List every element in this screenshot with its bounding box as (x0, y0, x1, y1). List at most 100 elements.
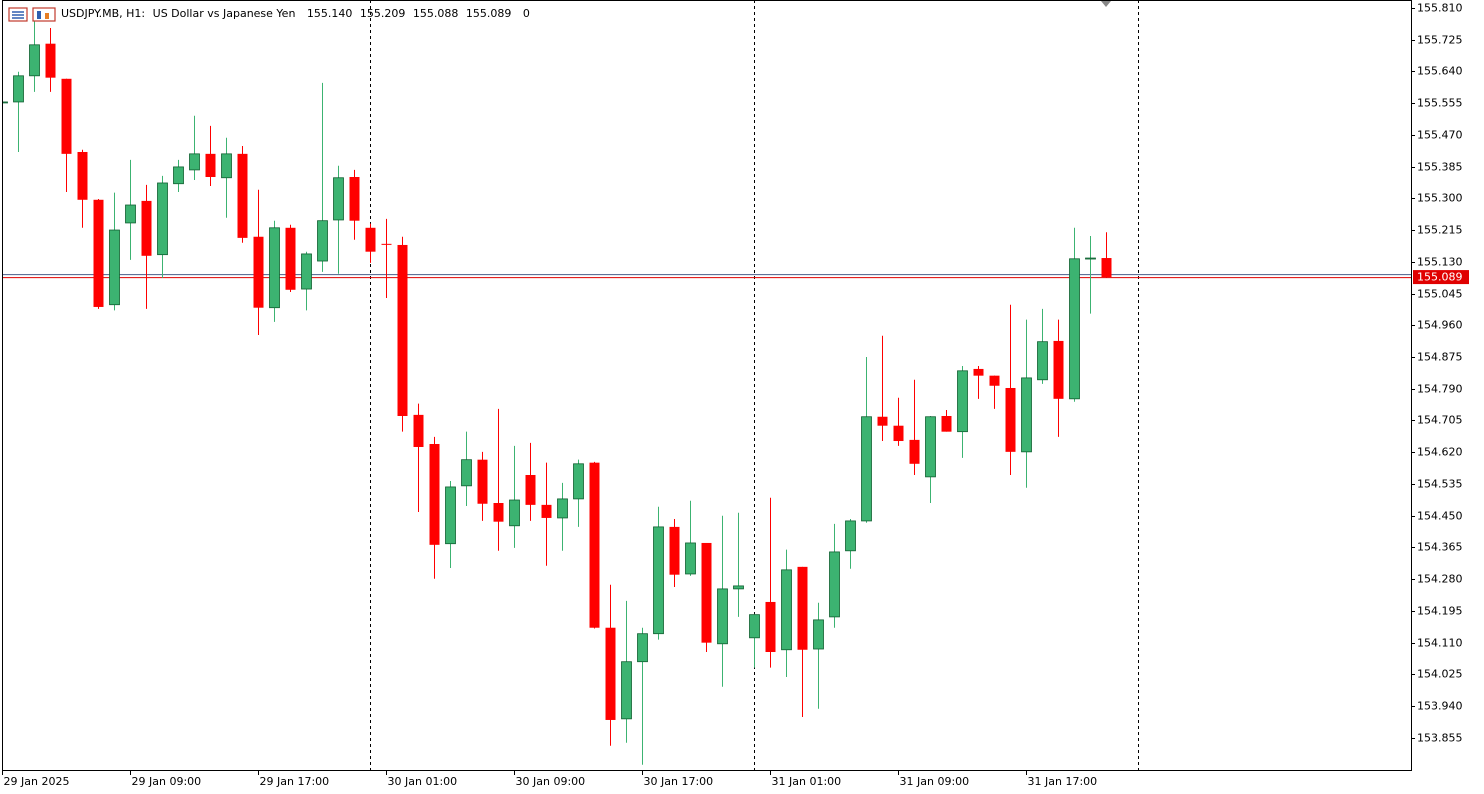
candle-body (829, 551, 840, 618)
symbol: USDJPY.MB, H1: (61, 7, 146, 20)
y-tick-label: 155.300 (1417, 192, 1463, 205)
x-tick-label: 31 Jan 17:00 (1028, 775, 1098, 788)
candle-body (109, 229, 120, 306)
candle-body (781, 569, 792, 651)
candle-body (925, 416, 936, 478)
x-tick-label: 29 Jan 17:00 (260, 775, 330, 788)
candle-body (285, 227, 296, 290)
candle-body (557, 498, 568, 519)
candle-body (893, 425, 904, 442)
candle-body (397, 244, 408, 416)
candle-body (61, 78, 72, 154)
candle-body (189, 153, 200, 171)
y-tick-label: 154.110 (1417, 637, 1463, 650)
y-tick-label: 153.855 (1417, 732, 1463, 745)
candle-body (1037, 341, 1048, 381)
candle-body (173, 166, 184, 185)
y-tick-label: 155.725 (1417, 34, 1463, 47)
candle-body (509, 499, 520, 527)
header-icons (8, 7, 56, 22)
x-tick-label: 30 Jan 17:00 (644, 775, 714, 788)
candle-body (717, 588, 728, 645)
header-high: 155.209 (359, 7, 406, 20)
y-tick-label: 155.640 (1417, 65, 1463, 78)
candle-body (589, 462, 600, 628)
candle-body (493, 503, 504, 522)
y-tick-label: 154.875 (1417, 351, 1463, 364)
header-open: 155.140 (306, 7, 353, 20)
candle-body (157, 182, 168, 256)
y-tick-label: 155.215 (1417, 224, 1463, 237)
candle-body (861, 416, 872, 522)
candle-body (237, 153, 248, 238)
y-tick-label: 154.620 (1417, 446, 1463, 459)
candle-body (141, 200, 152, 256)
y-tick-label: 154.025 (1417, 668, 1463, 681)
candle-body (765, 601, 776, 652)
icon-chart (32, 7, 56, 22)
candle-body (573, 463, 584, 500)
icon-bar (45, 13, 49, 19)
candle-body (685, 542, 696, 575)
candle-body (93, 199, 104, 307)
y-tick-label: 154.960 (1417, 319, 1463, 332)
icon-bar (37, 11, 41, 19)
header-low: 155.088 (412, 7, 459, 20)
y-tick-label: 154.280 (1417, 573, 1463, 586)
candle-body (461, 459, 472, 487)
candle-body (349, 177, 360, 221)
candle-body (269, 227, 280, 309)
plot-frame (2, 0, 1412, 771)
y-tick-label: 155.555 (1417, 97, 1463, 110)
y-tick-label: 154.195 (1417, 605, 1463, 618)
candle-body (813, 619, 824, 650)
candle-body (957, 370, 968, 433)
header-close: 155.089 (465, 7, 512, 20)
candle-body (445, 486, 456, 545)
candle-body (45, 43, 56, 78)
candle-body (1101, 258, 1112, 278)
y-tick-label: 154.705 (1417, 414, 1463, 427)
chart-header: USDJPY.MB, H1: US Dollar vs Japanese Yen… (61, 7, 534, 20)
candle-body (877, 416, 888, 426)
y-tick-label: 155.130 (1417, 256, 1463, 269)
candle-body (1069, 258, 1080, 400)
candle-body (429, 444, 440, 545)
price-label-box (1413, 270, 1469, 285)
candle-body (605, 627, 616, 720)
x-tick-label: 31 Jan 01:00 (772, 775, 842, 788)
candle-body (701, 542, 712, 643)
candle-body (29, 44, 40, 77)
candle-body (525, 474, 536, 505)
candle-body (1053, 340, 1064, 399)
candle-body (1005, 387, 1016, 452)
candle-body (477, 459, 488, 504)
price-label: 155.089 (1417, 271, 1463, 284)
candle-body (973, 368, 984, 376)
candle-body (125, 204, 136, 224)
candle-body (381, 243, 392, 245)
y-tick-label: 153.940 (1417, 700, 1463, 713)
candle-body (205, 153, 216, 178)
candle-body (941, 415, 952, 432)
candle-body (541, 504, 552, 518)
y-tick-label: 154.790 (1417, 383, 1463, 396)
candle-body (989, 375, 1000, 386)
x-tick-label: 29 Jan 2025 (4, 775, 70, 788)
candle-body (333, 177, 344, 221)
header-volume: 0 (522, 7, 530, 20)
candle-body (365, 227, 376, 252)
candle-body (653, 526, 664, 635)
candle-body (3, 101, 8, 104)
x-tick-label: 30 Jan 09:00 (516, 775, 586, 788)
y-tick-label: 155.470 (1417, 129, 1463, 142)
candle-body (13, 75, 24, 103)
candle-body (845, 520, 856, 552)
y-tick-label: 155.045 (1417, 288, 1463, 301)
candle-body (77, 151, 88, 200)
shift-marker (1101, 1, 1111, 7)
candle-body (413, 414, 424, 447)
x-tick-label: 29 Jan 09:00 (132, 775, 202, 788)
